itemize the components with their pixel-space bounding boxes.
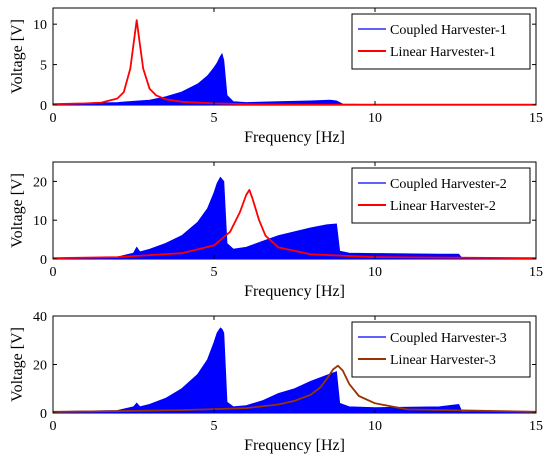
series-coupled-1 xyxy=(53,52,536,105)
x-tick-label: 15 xyxy=(529,419,543,434)
x-tick-label: 15 xyxy=(529,111,543,126)
legend-box xyxy=(351,167,531,224)
y-axis-label: Voltage [V] xyxy=(9,19,26,94)
x-tick-label: 0 xyxy=(50,265,57,280)
x-tick-label: 5 xyxy=(211,111,218,126)
y-tick-label: 0 xyxy=(40,407,47,422)
legend-entry: Linear Harvester-1 xyxy=(390,45,496,60)
x-tick-label: 5 xyxy=(211,265,218,280)
y-tick-label: 5 xyxy=(40,59,47,74)
legend-entry: Linear Harvester-2 xyxy=(390,199,496,214)
legend: Coupled Harvester-1 Linear Harvester-1 xyxy=(351,13,531,70)
x-tick-label: 5 xyxy=(211,419,218,434)
legend: Coupled Harvester-2 Linear Harvester-2 xyxy=(351,167,531,224)
x-tick-label: 15 xyxy=(529,265,543,280)
series-group xyxy=(53,176,536,259)
y-tick-label: 20 xyxy=(33,175,47,190)
panel-2: 0 5 10 15 0 10 20 Frequency [Hz] Voltage [V] Coup… xyxy=(9,161,543,300)
legend: Coupled Harvester-3 Linear Harvester-3 xyxy=(351,321,531,378)
legend-entry: Linear Harvester-3 xyxy=(390,353,496,368)
series-linear-1 xyxy=(53,19,536,105)
y-axis-label: Voltage [V] xyxy=(9,327,26,402)
y-tick-label: 10 xyxy=(33,18,47,33)
series-coupled-2 xyxy=(53,176,536,259)
y-tick-label: 0 xyxy=(40,99,47,114)
legend-entry: Coupled Harvester-3 xyxy=(390,331,507,346)
legend-entry: Coupled Harvester-2 xyxy=(390,177,507,192)
series-linear-2 xyxy=(53,188,536,259)
y-tick-label: 40 xyxy=(33,310,47,325)
x-tick-label: 0 xyxy=(50,111,57,126)
x-tick-label: 10 xyxy=(368,111,382,126)
series-group xyxy=(53,327,536,413)
legend-box xyxy=(351,13,531,70)
panel-1: 0 5 10 15 0 5 10 Frequency [Hz] Voltage [V] Coupl… xyxy=(9,7,543,146)
x-axis-label: Frequency [Hz] xyxy=(244,129,345,146)
y-tick-label: 10 xyxy=(33,214,47,229)
y-axis-label: Voltage [V] xyxy=(9,173,26,248)
x-axis-label: Frequency [Hz] xyxy=(244,437,345,454)
y-tick-label: 0 xyxy=(40,253,47,268)
series-linear-3 xyxy=(53,364,536,413)
x-tick-label: 10 xyxy=(368,419,382,434)
y-tick-label: 20 xyxy=(33,359,47,374)
legend-entry: Coupled Harvester-1 xyxy=(390,23,507,38)
x-tick-label: 10 xyxy=(368,265,382,280)
series-group xyxy=(53,19,536,105)
x-tick-label: 0 xyxy=(50,419,57,434)
legend-box xyxy=(351,321,531,378)
panel-3: 0 5 10 15 0 20 40 Frequency [Hz] Voltage [V] Coup… xyxy=(9,310,543,454)
x-axis-label: Frequency [Hz] xyxy=(244,283,345,300)
